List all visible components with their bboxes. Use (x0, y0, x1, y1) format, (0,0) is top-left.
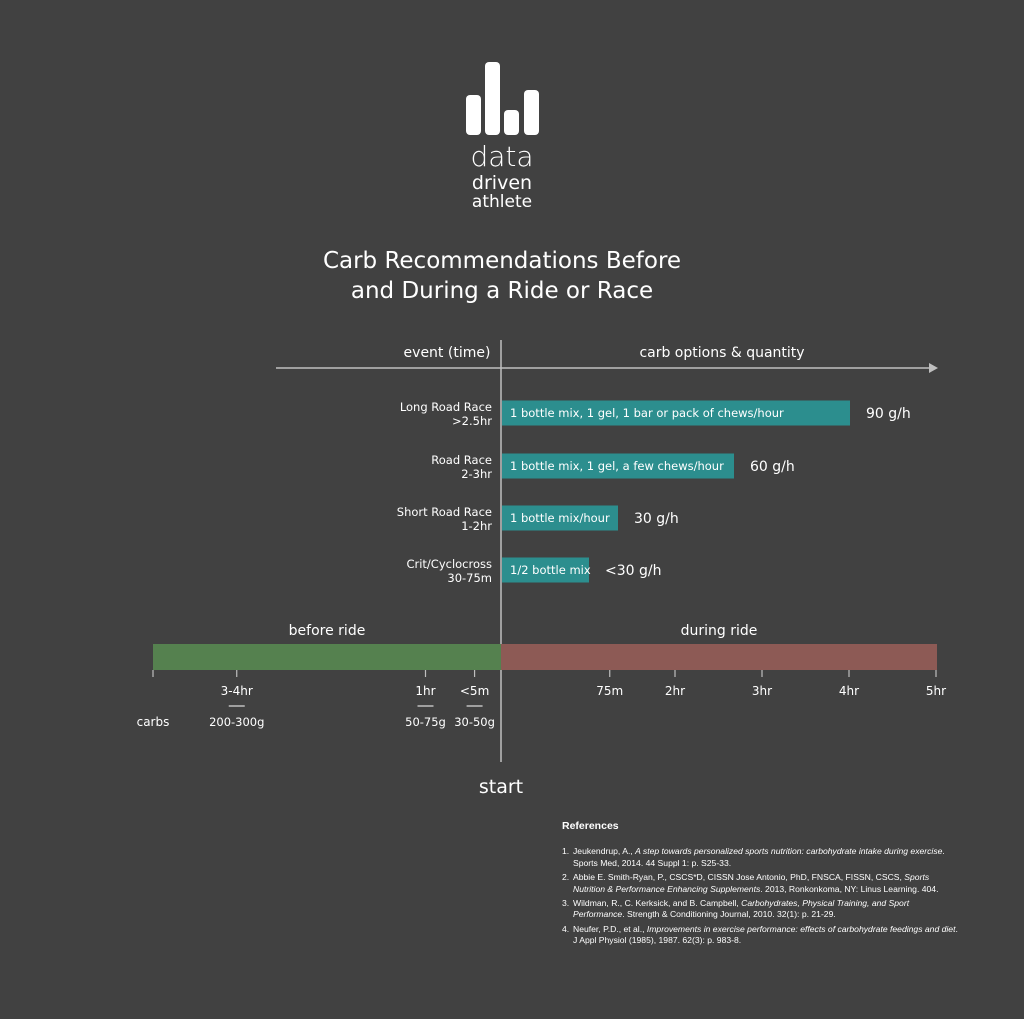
during-tick-label: 3hr (752, 684, 772, 698)
reference-item: 1. Jeukendrup, A., A step towards persona… (562, 846, 962, 869)
reference-text: Neufer, P.D., et al., Improvements in ex… (573, 924, 962, 947)
bar (502, 400, 850, 426)
carbs-label: carbs (137, 715, 170, 729)
logo-word-2: driven (472, 172, 532, 194)
before-ride-band (153, 644, 501, 670)
carb-amount: 30-50g (454, 715, 495, 729)
logo-word-3: athlete (472, 192, 532, 212)
logo-word-1: data (470, 140, 533, 173)
reference-title: A step towards personalized sports nutri… (635, 846, 943, 857)
category-name: Road Race (431, 453, 492, 467)
category-duration: 2-3hr (461, 467, 492, 481)
logo: data driven athlete (466, 62, 539, 212)
category-name: Long Road Race (400, 400, 492, 414)
carb-header: carb options & quantity (639, 345, 804, 361)
before-tick-label: 1hr (415, 684, 435, 698)
references-list: 1. Jeukendrup, A., A step towards persona… (562, 846, 962, 946)
reference-number: 2. (562, 872, 570, 883)
category-name: Crit/Cyclocross (406, 557, 492, 571)
reference-source: . 2013, Ronkonkoma, NY: Linus Learning. … (760, 883, 939, 894)
reference-title: Improvements in exercise performance: ef… (646, 923, 956, 934)
category-duration: 1-2hr (461, 519, 492, 533)
reference-source: . Strength & Conditioning Journal, 2010.… (622, 909, 836, 920)
bars-group: Long Road Race>2.5hr 1 bottle mix, 1 gel,… (397, 400, 911, 585)
bar-text: 1/2 bottle mix (510, 563, 591, 577)
chart-title-line-2: and During a Ride or Race (351, 278, 653, 304)
carb-amount: 200-300g (209, 715, 264, 729)
bar-text: 1 bottle mix, 1 gel, 1 bar or pack of ch… (510, 406, 784, 420)
during-tick-label: 2hr (665, 684, 685, 698)
value-label: 30 g/h (634, 511, 679, 527)
during-tick-label: 75m (596, 684, 623, 698)
category-duration: 30-75m (447, 571, 492, 585)
value-label: <30 g/h (605, 563, 661, 579)
during-tick-label: 4hr (839, 684, 859, 698)
before-tick-label: <5m (460, 684, 489, 698)
reference-title: Carbohydrates, Physical Training, and Sp… (573, 898, 910, 920)
category-name: Short Road Race (397, 505, 492, 519)
during-ride-label: during ride (681, 623, 758, 639)
reference-item: 2. Abbie E. Smith-Ryan, P., CSCS*D, CISSN… (562, 872, 962, 895)
references-title: References (562, 820, 619, 832)
reference-source: . Sports Med, 2014. 44 Suppl 1: p. S25-3… (573, 846, 945, 868)
reference-authors: Jeukendrup, A., (573, 846, 636, 857)
event-header: event (time) (404, 345, 491, 361)
reference-text: Abbie E. Smith-Ryan, P., CSCS*D, CISSN J… (573, 872, 962, 895)
category-duration: >2.5hr (452, 414, 492, 428)
reference-authors: Neufer, P.D., et al., (573, 923, 647, 934)
carb-amount: 50-75g (405, 715, 446, 729)
start-label: start (479, 776, 523, 798)
bar (502, 557, 589, 583)
before-tick-label: 3-4hr (221, 684, 253, 698)
timeline: before ride during ride carbs start 75m 2… (137, 623, 947, 798)
reference-authors: Wildman, R., C. Kerksick, and B. Campbel… (573, 898, 742, 909)
reference-authors: Abbie E. Smith-Ryan, P., CSCS*D, CISSN J… (573, 872, 905, 883)
reference-text: Jeukendrup, A., A step towards personali… (573, 846, 962, 869)
logo-bars-icon (466, 62, 539, 135)
bar (502, 453, 734, 479)
references: References 1. Jeukendrup, A., A step towa… (562, 820, 962, 950)
reference-item: 4. Neufer, P.D., et al., Improvements in … (562, 924, 962, 947)
value-label: 60 g/h (750, 459, 795, 475)
reference-source: . J Appl Physiol (1985), 1987. 62(3): p.… (573, 923, 958, 946)
reference-number: 4. (562, 923, 570, 934)
value-label: 90 g/h (866, 406, 911, 422)
chart-title-line-1: Carb Recommendations Before (323, 248, 681, 274)
bar (502, 505, 618, 531)
during-tick-label: 5hr (926, 684, 946, 698)
before-ride-label: before ride (289, 623, 366, 639)
bar-text: 1 bottle mix/hour (510, 511, 610, 525)
reference-text: Wildman, R., C. Kerksick, and B. Campbel… (573, 898, 962, 921)
reference-number: 3. (562, 898, 570, 909)
reference-title: Sports Nutrition & Performance Enhancing… (573, 872, 930, 894)
reference-item: 3. Wildman, R., C. Kerksick, and B. Campb… (562, 898, 962, 921)
arrow-head-icon (929, 363, 938, 373)
bar-text: 1 bottle mix, 1 gel, a few chews/hour (510, 459, 724, 473)
reference-number: 1. (562, 846, 570, 857)
during-ride-band (501, 644, 937, 670)
